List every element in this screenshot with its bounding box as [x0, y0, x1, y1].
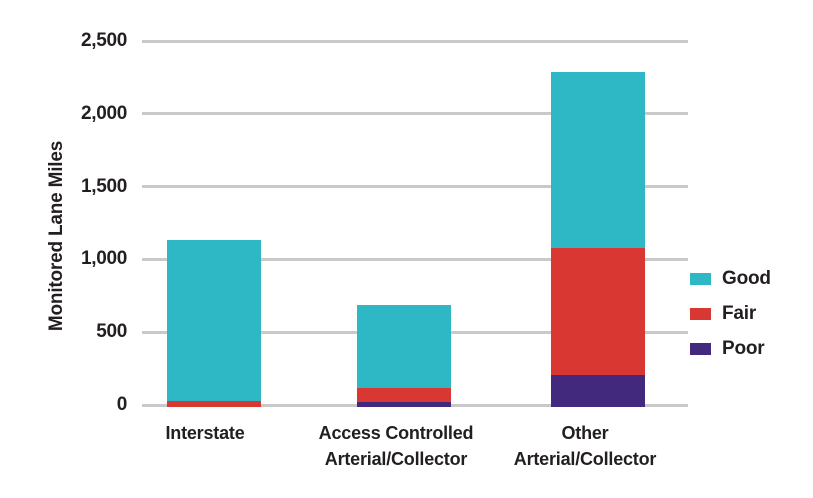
y-tick-label: 1,500 — [80, 175, 127, 197]
bar-segment-poor — [551, 375, 645, 407]
bar-interstate — [167, 239, 261, 407]
legend-swatch-good — [690, 273, 711, 285]
x-category-label-access-controlled-arterial-collector: Access Controlled Arterial/Collector — [318, 423, 474, 469]
legend-label-fair: Fair — [722, 303, 757, 324]
bar-segment-fair — [357, 387, 451, 403]
bar-access-controlled-arterial-collector — [357, 304, 451, 407]
y-tick-label: 1,000 — [80, 248, 127, 270]
y-axis-title: Monitored Lane Miles — [46, 140, 67, 332]
bar-segment-good — [357, 304, 451, 388]
bar-segment-good — [551, 71, 645, 248]
gridline-2500 — [142, 39, 688, 43]
legend-swatch-poor — [690, 343, 711, 355]
bar-segment-fair — [551, 247, 645, 376]
y-tick-label: 0 — [116, 394, 128, 415]
legend: Good Fair Poor — [690, 267, 771, 361]
bar-segment-good — [167, 239, 261, 402]
y-tick-label: 2,500 — [80, 30, 127, 51]
y-tick-label: 500 — [96, 321, 127, 343]
bar-other-arterial-collector — [551, 71, 645, 407]
plot-area — [142, 39, 688, 407]
legend-label-poor: Poor — [722, 338, 765, 359]
x-category-label-interstate: Interstate — [165, 423, 245, 443]
gridline-2000 — [142, 112, 688, 116]
y-tick-label: 2,000 — [80, 102, 127, 124]
gridline-1500 — [142, 185, 688, 189]
bar-segment-fair — [167, 401, 261, 407]
legend-item-poor: Poor — [690, 337, 771, 361]
x-category-label-other-arterial-collector: Other Arterial/Collector — [513, 423, 657, 469]
gridline-1000 — [142, 257, 688, 261]
legend-item-fair: Fair — [690, 302, 771, 326]
legend-swatch-fair — [690, 308, 711, 320]
legend-label-good: Good — [722, 268, 771, 289]
bar-segment-poor — [357, 402, 451, 407]
legend-item-good: Good — [690, 267, 771, 291]
